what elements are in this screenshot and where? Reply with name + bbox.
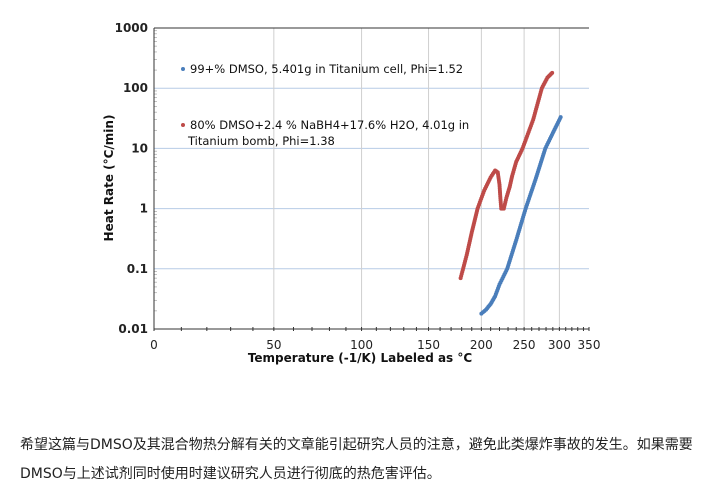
x-tick-label: 300: [548, 338, 571, 352]
x-tick-label: 350: [578, 338, 601, 352]
series-1: [458, 70, 555, 281]
legend-marker-blue: [181, 67, 185, 71]
y-tick-label: 1000: [115, 21, 148, 35]
x-tick-label: 0: [150, 338, 158, 352]
legend: 99+% DMSO, 5.401g in Titanium cell, Phi=…: [181, 62, 469, 148]
y-tick-label: 1: [140, 202, 148, 216]
legend-marker-red: [181, 123, 185, 127]
x-tick-label: 250: [513, 338, 536, 352]
y-tick-label: 0.1: [127, 262, 148, 276]
axes: 0.01 0.1 1 10 100 1000 0 50 100 150 200 250 300 350: [115, 21, 601, 352]
data-point: [550, 70, 555, 75]
series-0: [479, 115, 563, 316]
data-point: [558, 115, 563, 120]
data-marks: [458, 70, 563, 316]
legend-label-dmso: 99+% DMSO, 5.401g in Titanium cell, Phi=…: [190, 62, 463, 76]
x-tick-label: 50: [266, 338, 281, 352]
y-tick-label: 10: [131, 141, 148, 155]
article-paragraph: 希望这篇与DMSO及其混合物热分解有关的文章能引起研究人员的注意，避免此类爆炸事…: [20, 437, 693, 482]
y-axis-label: Heat Rate (°C/min): [102, 115, 116, 242]
heat-rate-chart: 0.01 0.1 1 10 100 1000 0 50 100 150 200 250 300 350 9…: [102, 21, 601, 365]
grid: [154, 28, 589, 329]
y-tick-label: 100: [123, 81, 148, 95]
x-tick-label: 100: [350, 338, 373, 352]
legend-label-mixture-line2: Titanium bomb, Phi=1.38: [187, 134, 335, 148]
y-tick-label: 0.01: [118, 322, 148, 336]
legend-label-mixture-line1: 80% DMSO+2.4 % NaBH4+17.6% H2O, 4.01g in: [190, 118, 469, 132]
x-axis-label: Temperature (-1/K) Labeled as °C: [248, 351, 473, 365]
x-tick-label: 200: [470, 338, 493, 352]
x-tick-label: 150: [417, 338, 440, 352]
